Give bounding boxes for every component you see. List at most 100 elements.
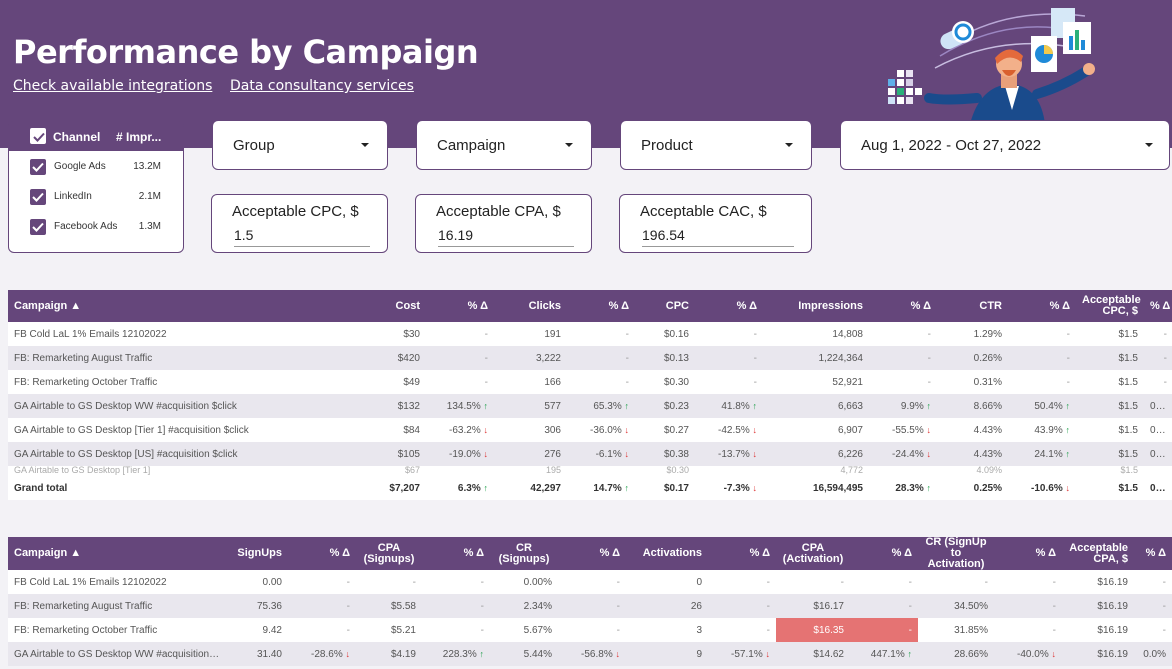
group-dropdown[interactable]: Group [212,120,388,170]
value-cell: - [1066,376,1070,388]
checkbox-checked[interactable] [30,219,46,235]
value-cell: - [480,624,484,636]
checkbox-checked[interactable] [30,189,46,205]
sort-campaign-header[interactable]: Campaign ▲ [8,290,268,322]
acceptable-cpc-label: Acceptable CPC, $ [232,203,359,220]
value-cell: - [412,576,416,588]
value-cell [869,466,937,476]
column-header[interactable]: % Δ [558,537,626,570]
campaign-cell[interactable]: FB: Remarketing August Traffic [8,594,226,618]
table-row: GA Airtable to GS Desktop [US] #acquisit… [8,442,1172,466]
campaign-cell[interactable]: GA Airtable to GS Desktop [Tier 1] [14,466,151,475]
column-header[interactable]: % Δ [1008,290,1076,322]
value-cell: $1.5 [1118,328,1138,340]
column-header[interactable]: % Δ [994,537,1062,570]
integrations-link[interactable]: Check available integrations [13,78,213,94]
column-header[interactable]: CR (Signups) [490,537,558,570]
column-header[interactable]: % Δ [708,537,776,570]
channel-value: 13.2M [133,161,161,172]
campaign-cell[interactable]: Grand total [14,482,68,494]
value-cell: - [616,624,620,636]
value-cell: - [850,594,918,618]
value-cell: $4.19 [356,642,422,666]
table-row: FB: Remarketing October Traffic $49 - 166 - $… [8,370,1172,394]
value-cell: - [766,624,770,636]
column-header[interactable]: % Δ [567,290,635,322]
checkbox-checked[interactable] [30,159,46,175]
channel-row-google[interactable]: Google Ads 13.2M [9,153,183,183]
value-cell: - [1066,328,1070,340]
product-dropdown[interactable]: Product [620,120,812,170]
column-header[interactable]: % Δ [850,537,918,570]
value-cell: 50.4% ↑ [1008,394,1076,418]
value-cell: -6.1% ↓ [567,442,635,466]
value-cell: 134.5% ↑ [426,394,494,418]
column-header[interactable]: CPA (Activation) [776,537,850,570]
value-cell: -24.4% ↓ [869,442,937,466]
acceptable-cac-field[interactable]: Acceptable CAC, $ 196.54 [619,194,812,253]
value-cell: 5.67% [523,624,552,636]
column-header[interactable]: % Δ [422,537,490,570]
campaign-cell[interactable]: FB Cold LaL 1% Emails 12102022 [14,576,167,588]
channel-row-linkedin[interactable]: LinkedIn 2.1M [9,183,183,213]
value-cell: - [869,346,937,370]
column-header[interactable]: % Δ [426,290,494,322]
date-range-picker[interactable]: Aug 1, 2022 - Oct 27, 2022 [840,120,1170,170]
table-row: FB: Remarketing October Traffic 9.42 - $5.2… [8,618,1172,642]
value-cell: - [558,594,626,618]
campaign-cell[interactable]: FB: Remarketing August Traffic [8,346,268,370]
value-cell [1008,466,1076,476]
column-header[interactable]: % Δ [695,290,763,322]
value-cell: - [625,376,629,388]
column-header[interactable]: CTR [937,290,1008,322]
value-cell: - [927,328,931,340]
value-cell: 276 [494,442,567,466]
campaign-dropdown[interactable]: Campaign [416,120,592,170]
value-cell: $0.13 [635,346,695,370]
campaign-cell[interactable]: GA Airtable to GS Desktop WW #acquisitio… [8,394,268,418]
column-header[interactable]: % Δ [869,290,937,322]
column-header[interactable]: % Δ [1144,290,1172,322]
acceptable-cpa-field[interactable]: Acceptable CPA, $ 16.19 [415,194,592,253]
campaign-cell[interactable]: GA Airtable to GS Desktop [US] #acquisit… [8,442,268,466]
table-row: FB: Remarketing August Traffic $420-3,222… [8,346,1172,370]
column-header[interactable]: Impressions [763,290,869,322]
table-row: GA Airtable to GS Desktop WW #acquisitio… [8,642,1172,666]
column-header[interactable]: % Δ [1134,537,1172,570]
channel-row-facebook[interactable]: Facebook Ads 1.3M [9,213,183,243]
campaign-cell[interactable]: GA Airtable to GS Desktop [Tier 1] #acqu… [14,424,249,436]
campaign-cell[interactable]: FB Cold LaL 1% Emails 12102022 [14,328,167,340]
acceptable-cpc-input[interactable]: 1.5 [234,227,254,243]
value-cell: $5.58 [356,594,422,618]
column-header[interactable]: SignUps [226,537,288,570]
campaign-cell[interactable]: FB: Remarketing October Traffic [14,376,158,388]
sort-campaign-header[interactable]: Campaign ▲ [8,537,226,570]
value-cell: -13.7% ↓ [695,442,763,466]
value-cell: 3 [696,624,702,636]
arrow-down-icon: ↓ [483,448,489,459]
column-header[interactable]: CR (SignUp to Activation) [918,537,994,570]
acceptable-cac-input[interactable]: 196.54 [642,227,685,243]
value-cell: 9.42 [262,624,282,636]
column-header[interactable]: Clicks [494,290,567,322]
column-header[interactable]: Activations [626,537,708,570]
value-cell: 447.1% ↑ [850,642,918,666]
arrow-down-icon: ↓ [1051,648,1057,659]
acceptable-cpc-field[interactable]: Acceptable CPC, $ 1.5 [211,194,388,253]
acceptable-cpa-input[interactable]: 16.19 [438,227,474,243]
column-header[interactable]: Acceptable CPC, $ [1076,290,1144,322]
value-cell: $0.17 [663,482,689,494]
campaign-cell[interactable]: GA Airtable to GS Desktop WW #acquisitio… [8,642,226,666]
select-all-checkbox[interactable] [30,128,46,144]
value-cell: - [422,594,490,618]
column-header[interactable]: CPA (Signups) [356,537,422,570]
consultancy-link[interactable]: Data consultancy services [230,78,414,94]
input-underline [642,246,794,247]
arrow-down-icon: ↓ [926,448,932,459]
column-header[interactable]: CPC [635,290,695,322]
column-header[interactable]: Acceptable CPA, $ [1062,537,1134,570]
column-header[interactable]: % Δ [288,537,356,570]
campaign-cell[interactable]: FB: Remarketing October Traffic [14,624,158,636]
value-cell: 8.66% [937,394,1008,418]
column-header[interactable]: Cost [268,290,426,322]
